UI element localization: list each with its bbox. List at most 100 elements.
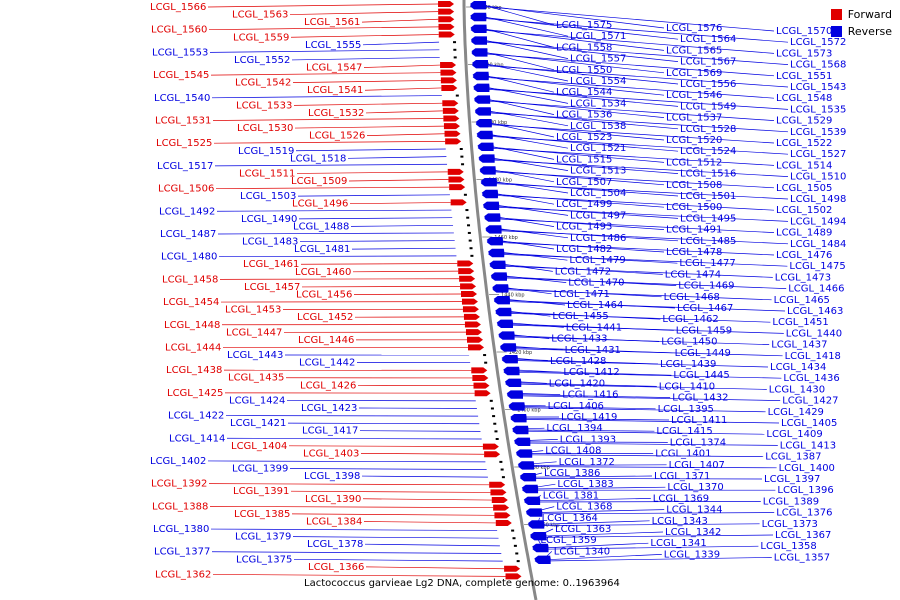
forward-gene-arrow bbox=[449, 184, 466, 191]
reverse-gene-arrow bbox=[522, 487, 539, 494]
reverse-gene-label: LCGL_1499 bbox=[556, 199, 612, 210]
reverse-gene-label: LCGL_1380 bbox=[153, 524, 209, 535]
forward-gene-connector bbox=[290, 490, 491, 493]
reverse-gene-arrow bbox=[474, 97, 491, 104]
reverse-gene-label: LCGL_1498 bbox=[790, 194, 846, 205]
forward-gene-arrow bbox=[505, 573, 522, 580]
forward-gene-label: LCGL_1525 bbox=[156, 138, 212, 149]
reverse-gene-label: LCGL_1564 bbox=[680, 34, 736, 45]
reverse-gene-label: LCGL_1375 bbox=[236, 554, 292, 565]
reverse-gene-connector bbox=[361, 475, 488, 478]
axis-tick-label: 1480 kbp bbox=[488, 178, 512, 184]
forward-gene-arrow bbox=[445, 138, 462, 145]
reverse-gene-connector bbox=[522, 429, 655, 432]
reverse-gene-connector bbox=[292, 536, 499, 539]
reverse-gene-label: LCGL_1537 bbox=[666, 113, 722, 124]
reverse-gene-connector bbox=[500, 277, 787, 289]
reverse-gene-label: LCGL_1472 bbox=[555, 266, 611, 277]
forward-gene-connector bbox=[219, 278, 460, 280]
legend-forward: Forward bbox=[830, 6, 892, 23]
forward-gene-arrow bbox=[438, 1, 455, 7]
reverse-gene-label: LCGL_1410 bbox=[659, 381, 715, 392]
reverse-gene-connector bbox=[515, 382, 657, 387]
reverse-gene-label: LCGL_1371 bbox=[654, 471, 710, 482]
reverse-gene-connector bbox=[490, 183, 789, 200]
reverse-gene-arrow bbox=[503, 369, 520, 376]
reverse-gene-connector bbox=[503, 301, 786, 312]
reverse-gene-label: LCGL_1569 bbox=[666, 68, 722, 79]
reverse-gene-label: LCGL_1383 bbox=[557, 479, 613, 490]
forward-gene-arrow bbox=[461, 298, 478, 305]
forward-gene-arrow bbox=[504, 565, 521, 572]
reverse-gene-arrow bbox=[520, 475, 537, 482]
forward-gene-label: LCGL_1454 bbox=[163, 297, 219, 308]
reverse-gene-connector bbox=[505, 310, 551, 317]
reverse-gene-label: LCGL_1423 bbox=[301, 403, 357, 414]
forward-gene-arrow bbox=[490, 489, 507, 496]
reverse-gene-label: LCGL_1341 bbox=[650, 538, 706, 549]
forward-gene-connector bbox=[365, 566, 505, 570]
reverse-gene-label: LCGL_1521 bbox=[570, 143, 626, 154]
forward-gene-arrow bbox=[462, 306, 479, 313]
reverse-gene-label: LCGL_1484 bbox=[790, 239, 846, 250]
forward-gene-label: LCGL_1566 bbox=[150, 2, 206, 13]
forward-gene-label: LCGL_1496 bbox=[292, 199, 348, 210]
forward-gene-label: LCGL_1511 bbox=[239, 168, 295, 179]
forward-gene-arrow bbox=[450, 199, 467, 206]
reverse-gene-connector bbox=[480, 17, 789, 43]
reverse-gene-arrow bbox=[470, 3, 487, 10]
reverse-gene-label: LCGL_1570 bbox=[776, 26, 832, 37]
reverse-gene-label: LCGL_1527 bbox=[790, 149, 846, 160]
forward-gene-arrow bbox=[441, 84, 458, 91]
reverse-gene-connector bbox=[485, 124, 775, 144]
reverse-gene-arrow bbox=[475, 121, 492, 128]
reverse-gene-label: LCGL_1479 bbox=[569, 255, 625, 266]
axis-tick-label: 1540 kbp bbox=[478, 5, 502, 11]
reverse-gene-connector bbox=[542, 545, 759, 550]
forward-gene-arrow bbox=[466, 336, 483, 343]
reverse-gene-label: LCGL_1489 bbox=[776, 228, 832, 239]
reverse-gene-label: LCGL_1406 bbox=[548, 401, 604, 412]
reverse-swatch bbox=[830, 26, 842, 37]
axis-tick-label: 1460 kbp bbox=[494, 235, 518, 241]
forward-gene-connector bbox=[210, 72, 441, 76]
reverse-gene-connector bbox=[480, 6, 775, 32]
reverse-gene-label: LCGL_1546 bbox=[666, 90, 722, 101]
reverse-gene-arrow bbox=[501, 357, 518, 364]
reverse-gene-label: LCGL_1429 bbox=[768, 407, 824, 418]
reverse-gene-label: LCGL_1485 bbox=[680, 236, 736, 247]
reverse-gene-label: LCGL_1398 bbox=[304, 471, 360, 482]
reverse-gene-label: LCGL_1421 bbox=[230, 418, 286, 429]
reverse-gene-arrow bbox=[496, 322, 513, 328]
reverse-gene-connector bbox=[524, 441, 668, 443]
reverse-gene-label: LCGL_1568 bbox=[790, 60, 846, 71]
forward-swatch bbox=[830, 9, 842, 20]
reverse-gene-connector bbox=[210, 528, 498, 531]
reverse-gene-connector bbox=[209, 49, 440, 53]
reverse-gene-connector bbox=[218, 255, 457, 258]
reverse-gene-connector bbox=[498, 253, 788, 267]
reverse-gene-connector bbox=[527, 464, 667, 466]
reverse-gene-connector bbox=[493, 206, 789, 222]
reverse-gene-marker bbox=[468, 239, 472, 242]
reverse-gene-arrow bbox=[486, 239, 503, 246]
reverse-gene-label: LCGL_1482 bbox=[556, 244, 612, 255]
reverse-gene-label: LCGL_1507 bbox=[556, 177, 612, 188]
forward-gene-label: LCGL_1392 bbox=[151, 479, 207, 490]
forward-gene-connector bbox=[292, 79, 441, 84]
reverse-gene-connector bbox=[287, 422, 480, 425]
forward-gene-arrow bbox=[444, 130, 461, 137]
reverse-gene-connector bbox=[289, 468, 487, 470]
forward-gene-arrow bbox=[443, 123, 460, 130]
reverse-gene-label: LCGL_1400 bbox=[779, 463, 835, 474]
reverse-gene-connector bbox=[544, 557, 772, 562]
reverse-gene-connector bbox=[524, 442, 778, 446]
forward-gene-label: LCGL_1426 bbox=[300, 380, 356, 391]
reverse-gene-arrow bbox=[474, 109, 491, 116]
forward-gene-label: LCGL_1362 bbox=[155, 569, 211, 580]
reverse-gene-arrow bbox=[492, 286, 509, 293]
reverse-gene-label: LCGL_1339 bbox=[664, 549, 720, 560]
reverse-gene-label: LCGL_1483 bbox=[242, 237, 298, 248]
reverse-gene-connector bbox=[364, 543, 500, 547]
